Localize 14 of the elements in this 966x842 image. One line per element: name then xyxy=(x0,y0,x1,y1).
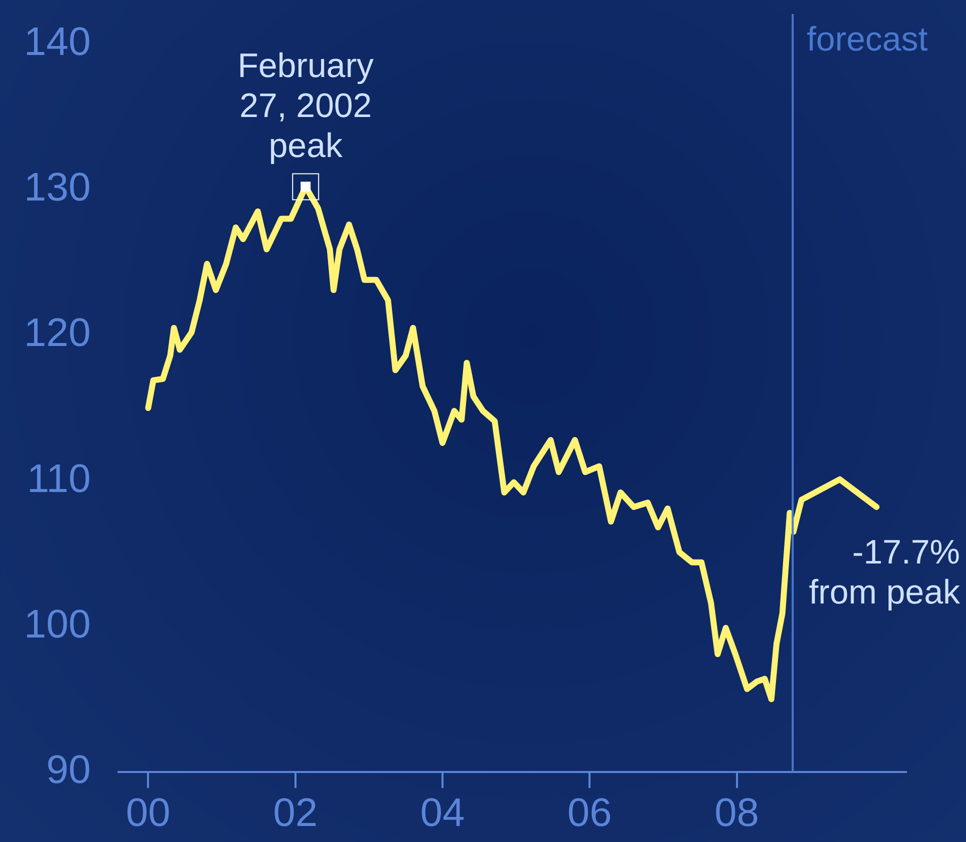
x-tick-label: 06 xyxy=(567,791,612,836)
y-tick-label: 110 xyxy=(26,456,91,501)
x-tick-label: 04 xyxy=(420,791,465,836)
annotation: February 27, 2002 peak xyxy=(238,47,374,166)
y-tick-label: 90 xyxy=(46,748,91,792)
y-tick-label: 130 xyxy=(24,166,91,210)
x-tick-label: 00 xyxy=(126,791,170,836)
annotation: -17.7% from peak xyxy=(808,533,961,612)
x-tick-label: 08 xyxy=(714,791,760,836)
x-tick-label: 02 xyxy=(273,791,318,836)
y-tick-label: 100 xyxy=(24,602,91,646)
y-tick-label: 140 xyxy=(24,20,91,64)
ref-line-label: forecast xyxy=(806,20,928,58)
y-tick-label: 120 xyxy=(24,311,91,356)
